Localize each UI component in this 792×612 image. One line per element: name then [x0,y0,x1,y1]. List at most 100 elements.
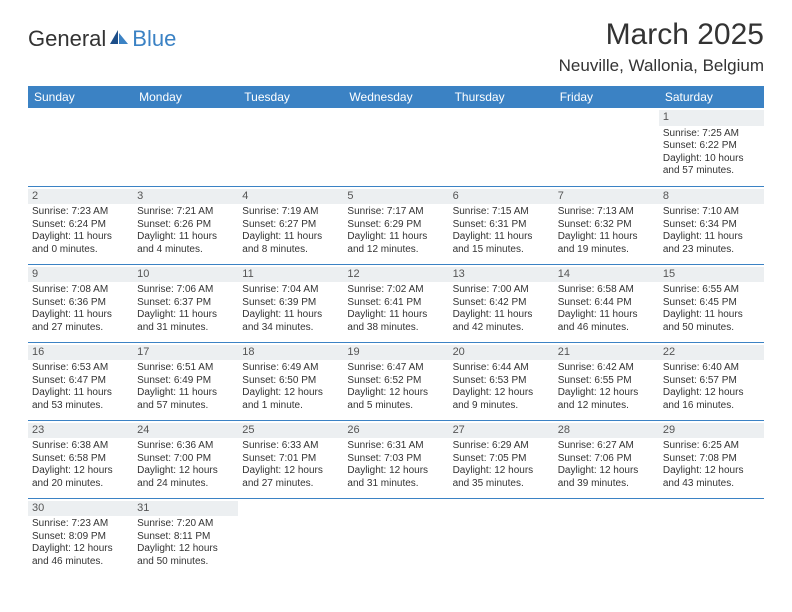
day-number: 12 [343,267,448,283]
day-number: 13 [449,267,554,283]
cell-sunrise: Sunrise: 7:20 AM [137,518,234,531]
cell-sunset: Sunset: 6:53 PM [453,375,550,388]
cell-sunset: Sunset: 7:00 PM [137,453,234,466]
day-number: 16 [28,345,133,361]
calendar-cell: 10Sunrise: 7:06 AMSunset: 6:37 PMDayligh… [133,264,238,342]
cell-sunset: Sunset: 7:03 PM [347,453,444,466]
cell-dl1: Daylight: 12 hours [137,465,234,478]
cell-sunset: Sunset: 6:52 PM [347,375,444,388]
day-number: 21 [554,345,659,361]
day-number: 14 [554,267,659,283]
day-number: 23 [28,423,133,439]
cell-dl2: and 4 minutes. [137,244,234,257]
cell-sunrise: Sunrise: 7:00 AM [453,284,550,297]
day-number: 15 [659,267,764,283]
cell-sunset: Sunset: 6:44 PM [558,297,655,310]
cell-sunrise: Sunrise: 6:58 AM [558,284,655,297]
logo-text-general: General [28,26,106,52]
cell-sunset: Sunset: 6:26 PM [137,219,234,232]
cell-dl2: and 35 minutes. [453,478,550,491]
calendar-cell [238,108,343,186]
cell-sunset: Sunset: 6:22 PM [663,140,760,153]
logo-text-blue: Blue [132,26,176,52]
calendar-cell: 26Sunrise: 6:31 AMSunset: 7:03 PMDayligh… [343,420,448,498]
cell-dl1: Daylight: 12 hours [663,387,760,400]
cell-sunset: Sunset: 7:05 PM [453,453,550,466]
cell-dl1: Daylight: 11 hours [347,231,444,244]
logo: General Blue [28,18,176,52]
cell-dl1: Daylight: 11 hours [137,231,234,244]
cell-dl2: and 1 minute. [242,400,339,413]
cell-dl2: and 27 minutes. [32,322,129,335]
calendar-cell: 1Sunrise: 7:25 AMSunset: 6:22 PMDaylight… [659,108,764,186]
cell-sunrise: Sunrise: 6:36 AM [137,440,234,453]
cell-dl2: and 24 minutes. [137,478,234,491]
weekday-header: Wednesday [343,86,448,108]
cell-dl2: and 57 minutes. [137,400,234,413]
cell-sunrise: Sunrise: 7:15 AM [453,206,550,219]
cell-sunset: Sunset: 6:27 PM [242,219,339,232]
calendar-cell: 31Sunrise: 7:20 AMSunset: 8:11 PMDayligh… [133,498,238,576]
cell-sunrise: Sunrise: 7:02 AM [347,284,444,297]
cell-dl1: Daylight: 12 hours [32,543,129,556]
calendar-cell: 11Sunrise: 7:04 AMSunset: 6:39 PMDayligh… [238,264,343,342]
cell-sunset: Sunset: 6:37 PM [137,297,234,310]
cell-dl2: and 57 minutes. [663,165,760,178]
cell-sunset: Sunset: 6:49 PM [137,375,234,388]
day-number: 17 [133,345,238,361]
cell-dl1: Daylight: 12 hours [558,387,655,400]
cell-sunset: Sunset: 7:06 PM [558,453,655,466]
cell-dl1: Daylight: 11 hours [242,309,339,322]
cell-dl1: Daylight: 11 hours [137,387,234,400]
weekday-header: Thursday [449,86,554,108]
day-number: 19 [343,345,448,361]
calendar-cell: 27Sunrise: 6:29 AMSunset: 7:05 PMDayligh… [449,420,554,498]
cell-sunset: Sunset: 8:09 PM [32,531,129,544]
cell-dl2: and 38 minutes. [347,322,444,335]
weekday-header: Monday [133,86,238,108]
day-number: 7 [554,189,659,205]
day-number: 8 [659,189,764,205]
cell-dl1: Daylight: 11 hours [137,309,234,322]
cell-sunrise: Sunrise: 7:23 AM [32,518,129,531]
cell-dl1: Daylight: 11 hours [347,309,444,322]
calendar-cell: 15Sunrise: 6:55 AMSunset: 6:45 PMDayligh… [659,264,764,342]
day-number: 11 [238,267,343,283]
calendar-cell: 9Sunrise: 7:08 AMSunset: 6:36 PMDaylight… [28,264,133,342]
cell-sunset: Sunset: 6:45 PM [663,297,760,310]
day-number: 31 [133,501,238,517]
calendar-cell: 16Sunrise: 6:53 AMSunset: 6:47 PMDayligh… [28,342,133,420]
location: Neuville, Wallonia, Belgium [559,56,764,76]
cell-dl2: and 50 minutes. [137,556,234,569]
day-number: 22 [659,345,764,361]
calendar-cell [133,108,238,186]
cell-sunrise: Sunrise: 7:10 AM [663,206,760,219]
cell-sunset: Sunset: 6:47 PM [32,375,129,388]
cell-dl1: Daylight: 12 hours [347,465,444,478]
cell-dl2: and 16 minutes. [663,400,760,413]
cell-dl2: and 31 minutes. [137,322,234,335]
weekday-header: Friday [554,86,659,108]
calendar-cell [449,108,554,186]
cell-sunset: Sunset: 6:41 PM [347,297,444,310]
cell-sunrise: Sunrise: 6:40 AM [663,362,760,375]
cell-dl1: Daylight: 11 hours [558,231,655,244]
day-number: 10 [133,267,238,283]
cell-sunset: Sunset: 6:55 PM [558,375,655,388]
calendar-cell: 6Sunrise: 7:15 AMSunset: 6:31 PMDaylight… [449,186,554,264]
cell-dl1: Daylight: 11 hours [453,309,550,322]
calendar-cell: 24Sunrise: 6:36 AMSunset: 7:00 PMDayligh… [133,420,238,498]
cell-sunset: Sunset: 6:31 PM [453,219,550,232]
cell-dl2: and 53 minutes. [32,400,129,413]
cell-sunset: Sunset: 6:29 PM [347,219,444,232]
cell-sunset: Sunset: 6:50 PM [242,375,339,388]
cell-dl1: Daylight: 11 hours [32,387,129,400]
calendar-cell: 30Sunrise: 7:23 AMSunset: 8:09 PMDayligh… [28,498,133,576]
cell-dl2: and 34 minutes. [242,322,339,335]
day-number: 2 [28,189,133,205]
cell-dl1: Daylight: 11 hours [663,309,760,322]
day-number: 29 [659,423,764,439]
cell-sunset: Sunset: 6:57 PM [663,375,760,388]
calendar-cell: 19Sunrise: 6:47 AMSunset: 6:52 PMDayligh… [343,342,448,420]
calendar-cell: 2Sunrise: 7:23 AMSunset: 6:24 PMDaylight… [28,186,133,264]
